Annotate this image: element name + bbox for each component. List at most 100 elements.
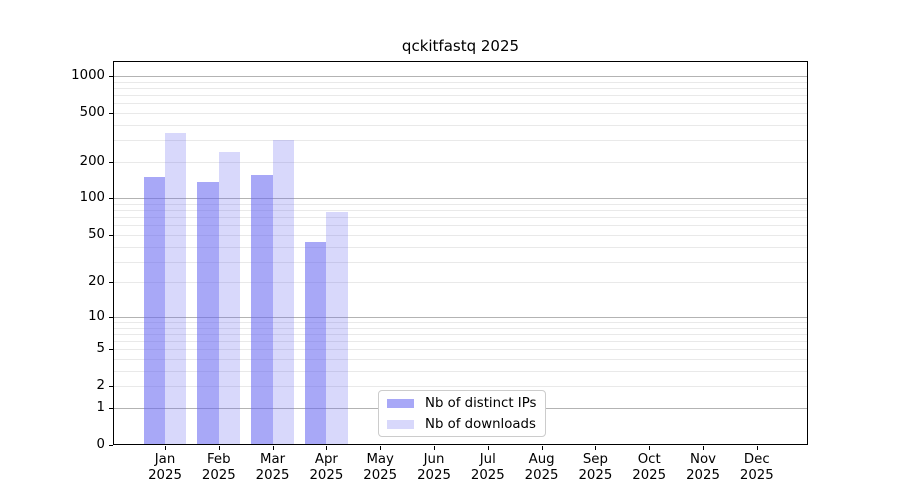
y-gridline-minor-90 xyxy=(113,204,808,206)
x-tick-label-year: 2025 xyxy=(309,468,344,483)
bar-nb-of-distinct-ips-mar xyxy=(251,174,273,445)
x-tick-label-year: 2025 xyxy=(255,468,290,483)
y-tick-20 xyxy=(109,282,113,284)
y-tick-label-1000: 1000 xyxy=(71,67,105,83)
y-tick-label-100: 100 xyxy=(79,190,105,206)
x-tick-label-year: 2025 xyxy=(363,468,398,483)
y-tick-500 xyxy=(109,112,113,114)
x-tick-nov xyxy=(703,446,704,450)
y-gridline-minor-20 xyxy=(113,282,808,284)
x-tick-label-year: 2025 xyxy=(632,468,667,483)
x-tick-label-year: 2025 xyxy=(686,468,720,483)
x-tick-label-may: May 2025 xyxy=(348,452,412,484)
bar-nb-of-downloads-feb xyxy=(218,152,241,445)
x-tick-label-aug: Aug 2025 xyxy=(510,452,574,484)
x-tick-label-nov: Nov 2025 xyxy=(671,452,735,484)
y-tick-10 xyxy=(109,316,113,318)
y-gridline-minor-2 xyxy=(113,386,808,388)
y-gridline-minor-9 xyxy=(113,322,808,323)
x-tick-label-year: 2025 xyxy=(739,468,774,483)
x-tick-label-month: Aug xyxy=(528,452,555,467)
y-gridline-minor-70 xyxy=(113,217,808,219)
chart-title: qckitfastq 2025 xyxy=(401,37,520,55)
y-tick-100 xyxy=(109,198,113,200)
y-tick-label-200: 200 xyxy=(79,153,105,169)
y-gridline-minor-6 xyxy=(113,341,808,343)
bar-nb-of-distinct-ips-jan xyxy=(143,176,165,445)
y-gridline-minor-40 xyxy=(113,246,808,248)
legend: Nb of distinct IPs Nb of downloads xyxy=(378,390,546,437)
x-tick-label-dec: Dec 2025 xyxy=(725,452,789,484)
x-tick-label-year: 2025 xyxy=(148,468,182,483)
y-tick-2 xyxy=(109,386,113,388)
x-tick-label-year: 2025 xyxy=(417,468,451,483)
y-gridline-major-1000 xyxy=(113,75,808,77)
y-tick-5 xyxy=(109,349,113,351)
x-tick-label-oct: Oct 2025 xyxy=(617,452,681,484)
y-gridline-minor-400 xyxy=(113,124,808,126)
x-tick-aug xyxy=(541,446,543,450)
bar-nb-of-distinct-ips-apr xyxy=(305,241,327,445)
y-tick-label-500: 500 xyxy=(79,104,105,120)
x-tick-label-month: Sep xyxy=(582,452,608,467)
y-gridline-minor-30 xyxy=(113,261,808,263)
x-tick-jul xyxy=(487,446,489,450)
x-tick-apr xyxy=(326,446,328,450)
x-tick-label-month: Feb xyxy=(207,452,231,467)
y-tick-label-50: 50 xyxy=(88,226,105,242)
legend-swatch-distinct-ips xyxy=(387,398,414,408)
y-gridline-major-10 xyxy=(113,316,808,318)
x-tick-dec xyxy=(756,446,758,450)
y-gridline-minor-500 xyxy=(113,112,808,114)
y-gridline-minor-300 xyxy=(113,140,808,142)
legend-label-downloads: Nb of downloads xyxy=(425,416,536,432)
y-gridline-minor-200 xyxy=(113,161,808,163)
bar-nb-of-downloads-apr xyxy=(326,212,348,445)
x-tick-label-month: Oct xyxy=(637,452,661,467)
x-tick-label-month: Jan xyxy=(154,452,176,467)
y-tick-label-5: 5 xyxy=(96,341,105,357)
x-tick-label-year: 2025 xyxy=(578,468,613,483)
bar-nb-of-downloads-jan xyxy=(165,133,187,445)
x-tick-label-apr: Apr 2025 xyxy=(294,452,358,484)
y-gridline-minor-60 xyxy=(113,225,808,227)
y-tick-1000 xyxy=(109,75,113,77)
bar-nb-of-downloads-mar xyxy=(272,140,294,445)
y-gridline-major-100 xyxy=(113,198,808,200)
x-tick-label-year: 2025 xyxy=(470,468,505,483)
y-tick-0 xyxy=(109,445,113,446)
y-tick-label-20: 20 xyxy=(88,274,105,290)
x-tick-label-feb: Feb 2025 xyxy=(187,452,251,484)
y-gridline-minor-4 xyxy=(113,359,808,361)
x-tick-label-month: Dec xyxy=(743,452,770,467)
x-tick-label-month: Jul xyxy=(479,452,496,467)
y-gridline-minor-800 xyxy=(113,87,808,89)
x-tick-jun xyxy=(434,446,435,450)
x-tick-label-jun: Jun 2025 xyxy=(402,452,466,484)
x-tick-label-jan: Jan 2025 xyxy=(133,452,197,484)
legend-label-distinct-ips: Nb of distinct IPs xyxy=(425,395,537,411)
x-tick-mar xyxy=(272,446,274,450)
x-tick-label-month: Jun xyxy=(423,452,445,467)
x-tick-label-mar: Mar 2025 xyxy=(241,452,305,484)
x-tick-label-month: Nov xyxy=(690,452,716,467)
x-tick-oct xyxy=(649,446,651,450)
x-tick-jan xyxy=(165,446,166,450)
x-tick-label-year: 2025 xyxy=(524,468,559,483)
x-tick-label-month: Mar xyxy=(260,452,286,467)
x-tick-feb xyxy=(218,446,220,450)
y-tick-label-10: 10 xyxy=(88,308,105,324)
y-gridline-minor-50 xyxy=(113,234,808,236)
y-tick-50 xyxy=(109,234,113,236)
y-gridline-minor-3 xyxy=(113,370,808,372)
y-tick-200 xyxy=(109,161,113,163)
y-gridline-minor-700 xyxy=(113,94,808,96)
legend-swatch-downloads xyxy=(387,419,414,429)
y-tick-label-1: 1 xyxy=(96,399,105,415)
legend-item-downloads: Nb of downloads xyxy=(387,416,545,433)
bar-nb-of-distinct-ips-feb xyxy=(197,181,219,445)
plot-area xyxy=(113,61,808,445)
x-tick-label-month: May xyxy=(366,452,394,467)
x-tick-label-sep: Sep 2025 xyxy=(563,452,627,484)
